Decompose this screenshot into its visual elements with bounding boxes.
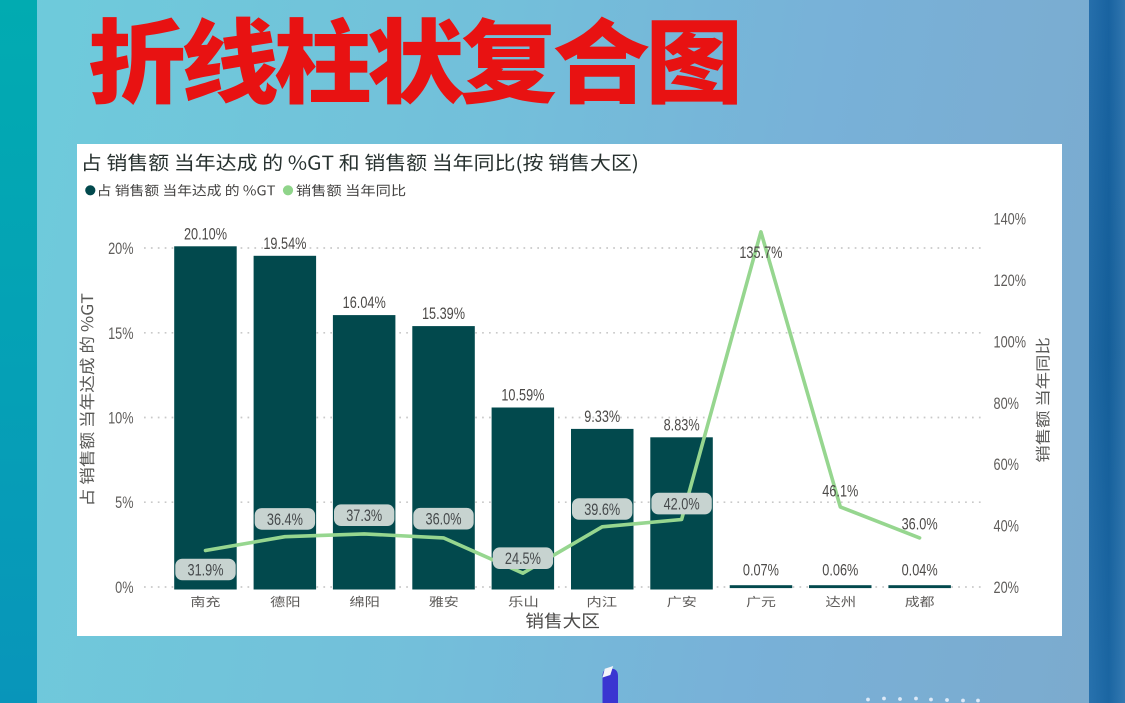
svg-text:36.4%: 36.4% xyxy=(267,511,303,529)
svg-text:37.3%: 37.3% xyxy=(346,508,382,526)
svg-text:8.83%: 8.83% xyxy=(664,417,700,435)
svg-text:16.04%: 16.04% xyxy=(343,295,386,313)
svg-text:36.0%: 36.0% xyxy=(425,511,461,529)
svg-text:36.0%: 36.0% xyxy=(902,516,938,534)
svg-text:40%: 40% xyxy=(994,518,1019,536)
svg-text:120%: 120% xyxy=(994,273,1026,291)
svg-text:0.06%: 0.06% xyxy=(822,562,858,580)
svg-text:140%: 140% xyxy=(994,211,1026,229)
svg-text:60%: 60% xyxy=(994,457,1019,475)
svg-text:80%: 80% xyxy=(994,395,1019,413)
svg-text:15%: 15% xyxy=(108,325,133,343)
svg-text:20.10%: 20.10% xyxy=(184,226,227,244)
svg-text:20%: 20% xyxy=(108,241,133,259)
svg-text:0.04%: 0.04% xyxy=(902,562,938,580)
svg-text:10%: 10% xyxy=(108,410,133,428)
svg-text:31.9%: 31.9% xyxy=(187,562,223,580)
svg-text:5%: 5% xyxy=(115,495,133,513)
svg-text:9.33%: 9.33% xyxy=(584,408,620,426)
svg-text:19.54%: 19.54% xyxy=(263,235,306,253)
svg-text:42.0%: 42.0% xyxy=(664,496,700,514)
svg-text:100%: 100% xyxy=(994,334,1026,352)
svg-text:24.5%: 24.5% xyxy=(505,551,541,569)
svg-text:0.07%: 0.07% xyxy=(743,562,779,580)
svg-text:39.6%: 39.6% xyxy=(584,502,620,520)
svg-text:15.39%: 15.39% xyxy=(422,306,465,324)
svg-text:0%: 0% xyxy=(115,580,133,598)
svg-text:135.7%: 135.7% xyxy=(739,245,782,263)
svg-text:20%: 20% xyxy=(994,580,1019,598)
svg-text:46.1%: 46.1% xyxy=(822,483,858,501)
svg-text:10.59%: 10.59% xyxy=(501,387,544,405)
